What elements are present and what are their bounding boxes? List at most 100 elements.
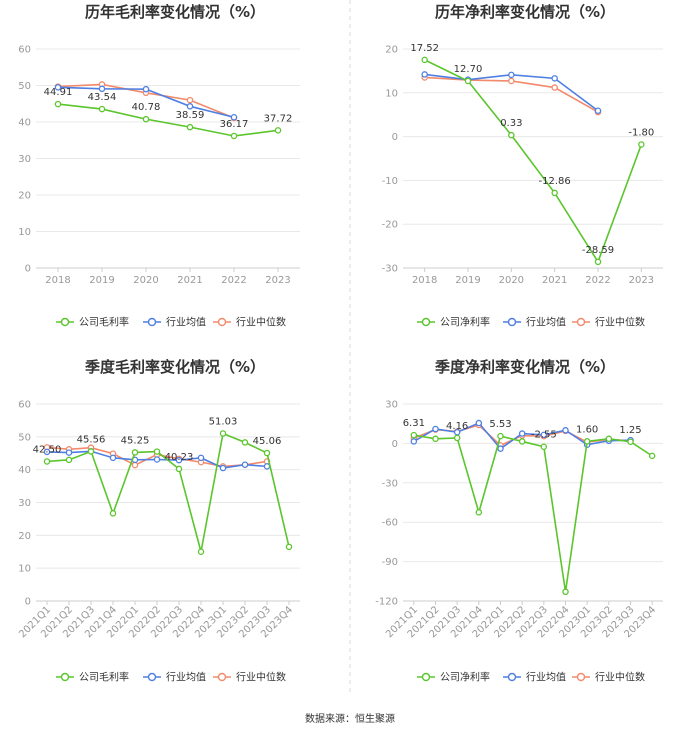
data-point-company	[197, 548, 205, 556]
chart-title: 季度净利率变化情况（%）	[435, 358, 615, 376]
legend-marker-industry_avg	[507, 317, 517, 327]
chart-panel-3: 季度毛利率变化情况（%）01020304050602021Q12021Q2202…	[17, 358, 300, 684]
legend-marker-company	[60, 317, 70, 327]
data-label: -2.55	[531, 430, 557, 441]
y-tick-label: 20	[18, 191, 31, 202]
legend-marker-industry_median	[217, 672, 227, 682]
y-tick-label: 50	[18, 81, 31, 92]
data-point-industry_avg	[540, 431, 548, 439]
data-point-industry_avg	[432, 425, 439, 433]
y-tick-label: 0	[392, 439, 398, 450]
legend-marker-industry_avg	[147, 672, 157, 682]
data-label: -28.59	[582, 245, 614, 256]
data-point-company	[540, 443, 548, 450]
data-point-industry_avg	[263, 463, 271, 470]
series-line-company	[46, 432, 290, 552]
legend-label-industry_avg: 行业均值	[166, 671, 206, 684]
legend-marker-company	[421, 672, 431, 682]
x-tick-label: 2022	[221, 275, 246, 286]
data-point-company	[518, 438, 526, 445]
data-label: 0.33	[500, 118, 522, 129]
data-point-company	[475, 509, 483, 516]
data-point-company	[453, 434, 461, 442]
y-tick-label: 0	[25, 264, 31, 275]
data-point-industry_avg	[475, 419, 483, 427]
chart-panel-2: 历年净利率变化情况（%） -30 -20 -10 0 10 20 2018 2019 2020 20…	[382, 3, 663, 329]
chart-panel-4: 季度净利率变化情况（%）-120-90-60-300302021Q12021Q2…	[375, 358, 663, 684]
y-tick-label: -120	[375, 597, 398, 608]
data-point-industry_median	[508, 77, 515, 85]
data-point-industry_avg	[153, 456, 161, 463]
legend-label-industry_avg: 行业均值	[526, 316, 566, 329]
y-tick-label: 60	[18, 400, 31, 411]
data-point-industry_avg	[421, 71, 428, 78]
data-label: 36.17	[220, 119, 249, 130]
data-label: 51.03	[209, 416, 238, 427]
x-tick-label: 2023	[265, 275, 290, 286]
chart-title: 历年毛利率变化情况（%）	[85, 3, 265, 21]
y-tick-label: 30	[385, 400, 398, 411]
legend-label-industry_avg: 行业均值	[166, 316, 206, 329]
data-point-industry_avg	[98, 85, 106, 93]
legend-label-industry_median: 行业中位数	[595, 671, 645, 684]
data-label: 40.23	[165, 452, 194, 463]
data-point-company	[594, 258, 602, 266]
data-point-industry_avg	[175, 456, 183, 464]
legend-label-company: 公司净利率	[440, 671, 490, 684]
series-line-company	[57, 103, 279, 137]
data-point-industry_avg	[142, 85, 150, 93]
data-point-industry_avg	[230, 114, 238, 121]
data-label: 5.53	[489, 419, 511, 430]
data-point-company	[638, 141, 645, 148]
data-point-industry_avg	[518, 430, 526, 437]
y-tick-label: 30	[18, 154, 31, 165]
y-tick-label: 20	[18, 531, 31, 542]
legend-marker-industry_median	[217, 317, 227, 327]
data-label: 44.91	[44, 87, 73, 98]
data-label: 45.56	[77, 434, 106, 445]
x-tick-label: 2021	[542, 275, 567, 286]
data-point-company	[54, 100, 62, 108]
y-tick-label: -20	[382, 220, 398, 231]
data-point-company	[421, 56, 428, 64]
data-point-industry_avg	[562, 427, 569, 434]
data-point-company	[508, 131, 515, 139]
y-tick-label: 0	[25, 597, 31, 608]
y-tick-label: -10	[382, 176, 398, 187]
data-label: 40.78	[132, 102, 161, 113]
data-label: 38.59	[176, 110, 205, 121]
x-tick-label: 2019	[455, 275, 480, 286]
data-point-company	[230, 132, 238, 140]
data-point-company	[551, 189, 558, 197]
data-label: 17.52	[410, 43, 439, 54]
data-point-industry_avg	[54, 84, 62, 91]
data-point-industry_avg	[551, 75, 558, 82]
data-source: 数据来源：恒生聚源	[305, 712, 395, 725]
chart-panel-1: 历年毛利率变化情况（%） 0 10 20 30 40 50 60 2018 2019 2020 202…	[18, 3, 300, 329]
chart-title: 历年净利率变化情况（%）	[435, 3, 615, 21]
data-point-industry_avg	[43, 448, 51, 456]
data-point-company	[87, 448, 95, 455]
data-point-company	[648, 452, 656, 460]
legend-label-company: 公司毛利率	[79, 671, 129, 684]
data-point-company	[241, 439, 249, 446]
data-point-company	[65, 456, 73, 464]
data-point-company	[605, 435, 613, 443]
legend-marker-industry_avg	[507, 672, 517, 682]
data-point-industry_median	[186, 96, 194, 104]
data-point-industry_median	[131, 461, 139, 469]
x-tick-label: 2023	[629, 275, 654, 286]
data-label: 45.06	[253, 436, 282, 447]
data-point-company	[219, 430, 227, 437]
data-label: 1.25	[619, 425, 641, 436]
x-tick-label: 2020	[133, 275, 158, 286]
data-label: 4.16	[446, 421, 468, 432]
legend-label-company: 公司毛利率	[79, 316, 129, 329]
y-tick-label: -90	[382, 557, 398, 568]
data-point-company	[562, 588, 569, 596]
data-point-company	[274, 127, 282, 134]
data-point-company	[109, 510, 117, 517]
data-point-company	[153, 448, 161, 455]
x-tick-label: 2022	[585, 275, 610, 286]
